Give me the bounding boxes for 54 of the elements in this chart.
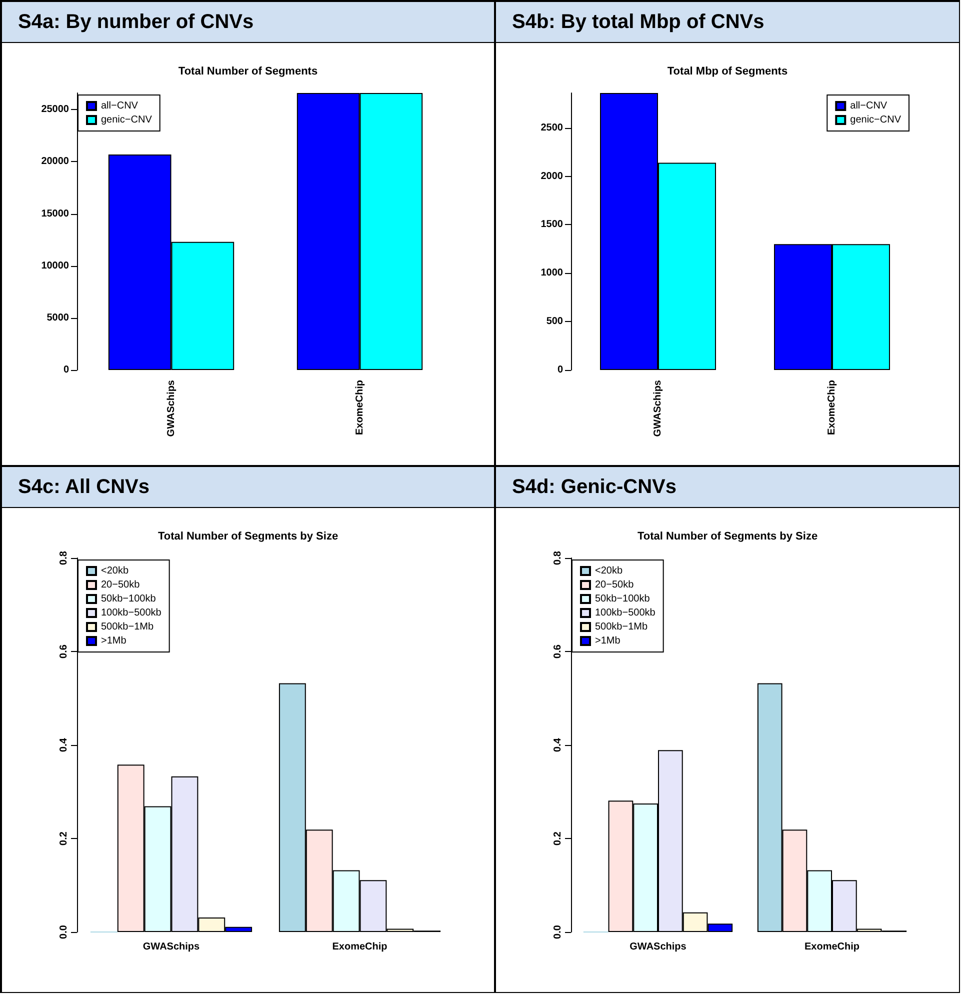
y-tick-label: 1000 (540, 268, 564, 279)
y-tick-label: 0.2 (58, 831, 70, 846)
legend-label: >1Mb (595, 636, 621, 646)
legend-label: <20kb (101, 566, 129, 576)
legend-label: 50kb−100kb (595, 594, 650, 604)
chart-title: S4c: All CNVs (2, 467, 494, 508)
legend-label: 500kb−1Mb (101, 622, 154, 632)
x-tick-label: ExomeChip (826, 380, 838, 436)
legend-label: <20kb (595, 566, 623, 576)
y-tick-label: 0.6 (58, 644, 70, 658)
y-tick-label: 0.2 (552, 831, 564, 846)
y-tick-label: 0.8 (58, 550, 70, 565)
x-tick-label: ExomeChip (354, 380, 366, 436)
y-tick-label: 0.8 (552, 550, 564, 565)
chart-title: S4a: By number of CNVs (2, 2, 494, 43)
y-tick-label: 0.0 (552, 924, 564, 939)
y-tick-label: 1500 (540, 219, 564, 230)
legend-label: 500kb−1Mb (595, 622, 648, 632)
y-tick-label: 10000 (41, 260, 70, 272)
x-tick-label: ExomeChip (332, 942, 388, 952)
legend-label: genic−CNV (101, 114, 152, 126)
chart-subtitle: Total Number of Segments by Size (637, 530, 818, 542)
legend-label: all−CNV (850, 100, 888, 112)
x-tick-label: GWASchips (630, 942, 687, 952)
chart-subtitle: Total Mbp of Segments (667, 66, 788, 78)
chart-subtitle: Total Number of Segments (178, 66, 318, 78)
y-tick-label: 0.4 (58, 738, 70, 752)
legend-label: genic−CNV (850, 114, 902, 126)
y-tick-label: 2000 (540, 170, 564, 182)
y-tick-label: 20000 (41, 156, 70, 168)
legend-label: 100kb−500kb (101, 608, 162, 618)
y-tick-label: 0 (63, 364, 70, 376)
x-tick-label: GWASchips (142, 942, 200, 952)
y-tick-label: 25000 (41, 104, 70, 116)
x-tick-label: GWASchips (652, 380, 664, 437)
chart-title: S4b: By total Mbp of CNVs (496, 2, 959, 43)
legend-label: 50kb−100kb (101, 594, 156, 604)
y-tick-label: 5000 (46, 312, 70, 324)
y-tick-label: 0.6 (552, 644, 564, 658)
y-tick-label: 2500 (540, 122, 564, 134)
y-tick-label: 0.0 (58, 924, 70, 939)
y-tick-label: 0 (557, 364, 564, 376)
legend-label: >1Mb (101, 636, 127, 646)
legend-label: 20−50kb (595, 580, 634, 590)
y-tick-label: 15000 (41, 208, 70, 220)
chart-subtitle: Total Number of Segments by Size (158, 530, 338, 542)
x-tick-label: GWASchips (166, 380, 177, 437)
legend-label: 20−50kb (101, 580, 140, 590)
y-tick-label: 0.4 (552, 738, 564, 752)
legend-label: 100kb−500kb (595, 608, 656, 618)
legend-label: all−CNV (101, 100, 138, 112)
x-tick-label: ExomeChip (804, 942, 860, 952)
y-tick-label: 500 (546, 316, 564, 328)
chart-title: S4d: Genic-CNVs (496, 467, 959, 508)
